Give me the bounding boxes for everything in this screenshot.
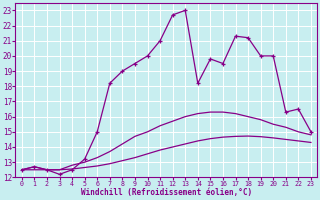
- X-axis label: Windchill (Refroidissement éolien,°C): Windchill (Refroidissement éolien,°C): [81, 188, 252, 197]
